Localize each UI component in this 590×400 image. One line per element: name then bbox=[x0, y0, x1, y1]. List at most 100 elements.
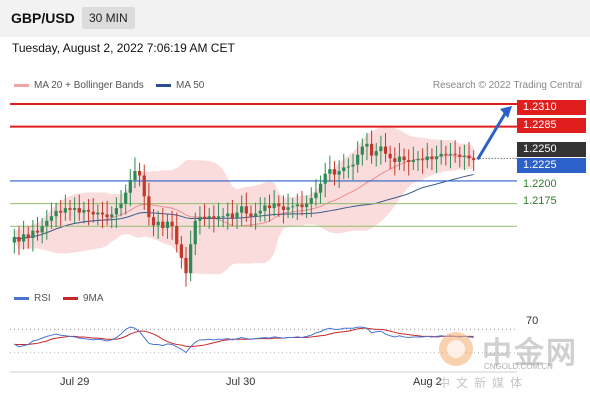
candle-body bbox=[137, 171, 142, 176]
candle-body bbox=[105, 214, 109, 218]
header-bar: GBP/USD 30 MIN bbox=[0, 0, 590, 37]
candle-body bbox=[40, 226, 44, 233]
candle-body bbox=[124, 192, 128, 204]
level-r1-label: 1.2285 bbox=[517, 118, 586, 133]
legend-ma20: MA 20 + Bollinger Bands bbox=[14, 80, 144, 91]
candle-body bbox=[151, 217, 156, 226]
candle-body bbox=[425, 156, 429, 161]
candle-body bbox=[221, 216, 225, 218]
watermark-logo-inner bbox=[447, 340, 465, 358]
legend-ma9-swatch bbox=[63, 296, 78, 300]
legend-ma20-label: MA 20 + Bollinger Bands bbox=[34, 80, 144, 91]
candle-body bbox=[175, 226, 179, 245]
candle-body bbox=[100, 212, 105, 215]
candle-body bbox=[54, 210, 58, 217]
legend-ma20-swatch bbox=[14, 83, 29, 87]
candle-body bbox=[31, 230, 35, 238]
candle-body bbox=[393, 158, 397, 162]
candle-body bbox=[351, 164, 355, 167]
candle-body bbox=[59, 210, 63, 213]
candle-body bbox=[439, 153, 443, 157]
level-s1-label: 1.2200 bbox=[523, 178, 557, 190]
candle-body bbox=[462, 155, 467, 157]
candle-body bbox=[133, 171, 137, 181]
candle-body bbox=[35, 230, 40, 233]
candle-body bbox=[314, 192, 318, 199]
watermark-subtitle: 中文新媒体 bbox=[438, 376, 529, 390]
candle-body bbox=[374, 151, 378, 156]
candle-body bbox=[230, 213, 235, 219]
candle-body bbox=[272, 203, 276, 209]
candle-body bbox=[467, 155, 471, 159]
xtick-aug2: Aug 2 bbox=[413, 376, 442, 388]
candle-body bbox=[286, 207, 290, 210]
candle-body bbox=[189, 244, 193, 274]
candle-body bbox=[184, 257, 188, 274]
candle-body bbox=[383, 146, 388, 154]
candle-body bbox=[291, 206, 295, 208]
legend-ma9: 9MA bbox=[63, 293, 104, 304]
candle-body bbox=[263, 205, 267, 211]
candle-body bbox=[170, 221, 174, 227]
candle-body bbox=[318, 183, 323, 193]
xtick-jul29: Jul 29 bbox=[60, 376, 90, 388]
candle-body bbox=[226, 213, 230, 217]
candle-body bbox=[235, 212, 239, 219]
candle-body bbox=[96, 212, 100, 215]
candle-body bbox=[128, 180, 132, 193]
rsi-line bbox=[14, 326, 474, 354]
candle-body bbox=[267, 205, 272, 209]
candle-body bbox=[323, 173, 327, 184]
candle-body bbox=[309, 198, 313, 204]
candle-body bbox=[147, 196, 151, 218]
candle-body bbox=[179, 244, 183, 258]
legend-ma50-swatch bbox=[156, 83, 171, 87]
candle-body bbox=[328, 169, 332, 174]
forecast-arrow-head bbox=[500, 106, 512, 119]
candle-body bbox=[161, 221, 165, 228]
legend-rsi: RSI bbox=[14, 293, 51, 304]
candle-body bbox=[73, 208, 77, 210]
rsi-ma9-line bbox=[14, 327, 474, 348]
candle-body bbox=[17, 237, 21, 242]
candle-body bbox=[360, 146, 364, 155]
candle-body bbox=[119, 203, 123, 209]
candle-body bbox=[416, 159, 420, 161]
candle-body bbox=[332, 169, 337, 175]
rsi-level-label: 70 bbox=[526, 315, 539, 327]
legend-ma50: MA 50 bbox=[156, 80, 204, 91]
candle-body bbox=[277, 203, 281, 207]
candle-body bbox=[142, 175, 146, 197]
candle-body bbox=[342, 167, 346, 171]
level-s2-label: 1.2175 bbox=[523, 195, 557, 207]
candle-body bbox=[402, 156, 406, 161]
candle-body bbox=[305, 203, 309, 208]
candle-body bbox=[21, 234, 26, 242]
legend-rsi-swatch bbox=[14, 296, 29, 300]
level-r2-label: 1.2310 bbox=[517, 100, 586, 115]
candle-body bbox=[216, 216, 221, 219]
candle-body bbox=[369, 143, 374, 156]
legend-ma9-label: 9MA bbox=[83, 293, 104, 304]
xtick-jul30: Jul 30 bbox=[226, 376, 256, 388]
candle-body bbox=[202, 217, 207, 219]
timeframe-button[interactable]: 30 MIN bbox=[82, 7, 135, 29]
candle-body bbox=[300, 204, 304, 208]
candle-body bbox=[240, 206, 244, 213]
candle-body bbox=[356, 154, 360, 165]
candle-body bbox=[26, 234, 30, 238]
candle-body bbox=[421, 159, 425, 161]
bollinger-band bbox=[14, 125, 474, 275]
candle-body bbox=[207, 216, 211, 219]
candle-body bbox=[281, 206, 286, 210]
candle-body bbox=[193, 220, 197, 245]
candle-body bbox=[411, 160, 415, 162]
candle-body bbox=[249, 213, 253, 217]
candle-body bbox=[295, 204, 299, 207]
candle-body bbox=[453, 153, 457, 155]
candle-body bbox=[407, 160, 411, 162]
candle-body bbox=[258, 210, 262, 214]
candle-body bbox=[86, 209, 91, 212]
candle-body bbox=[156, 221, 160, 226]
